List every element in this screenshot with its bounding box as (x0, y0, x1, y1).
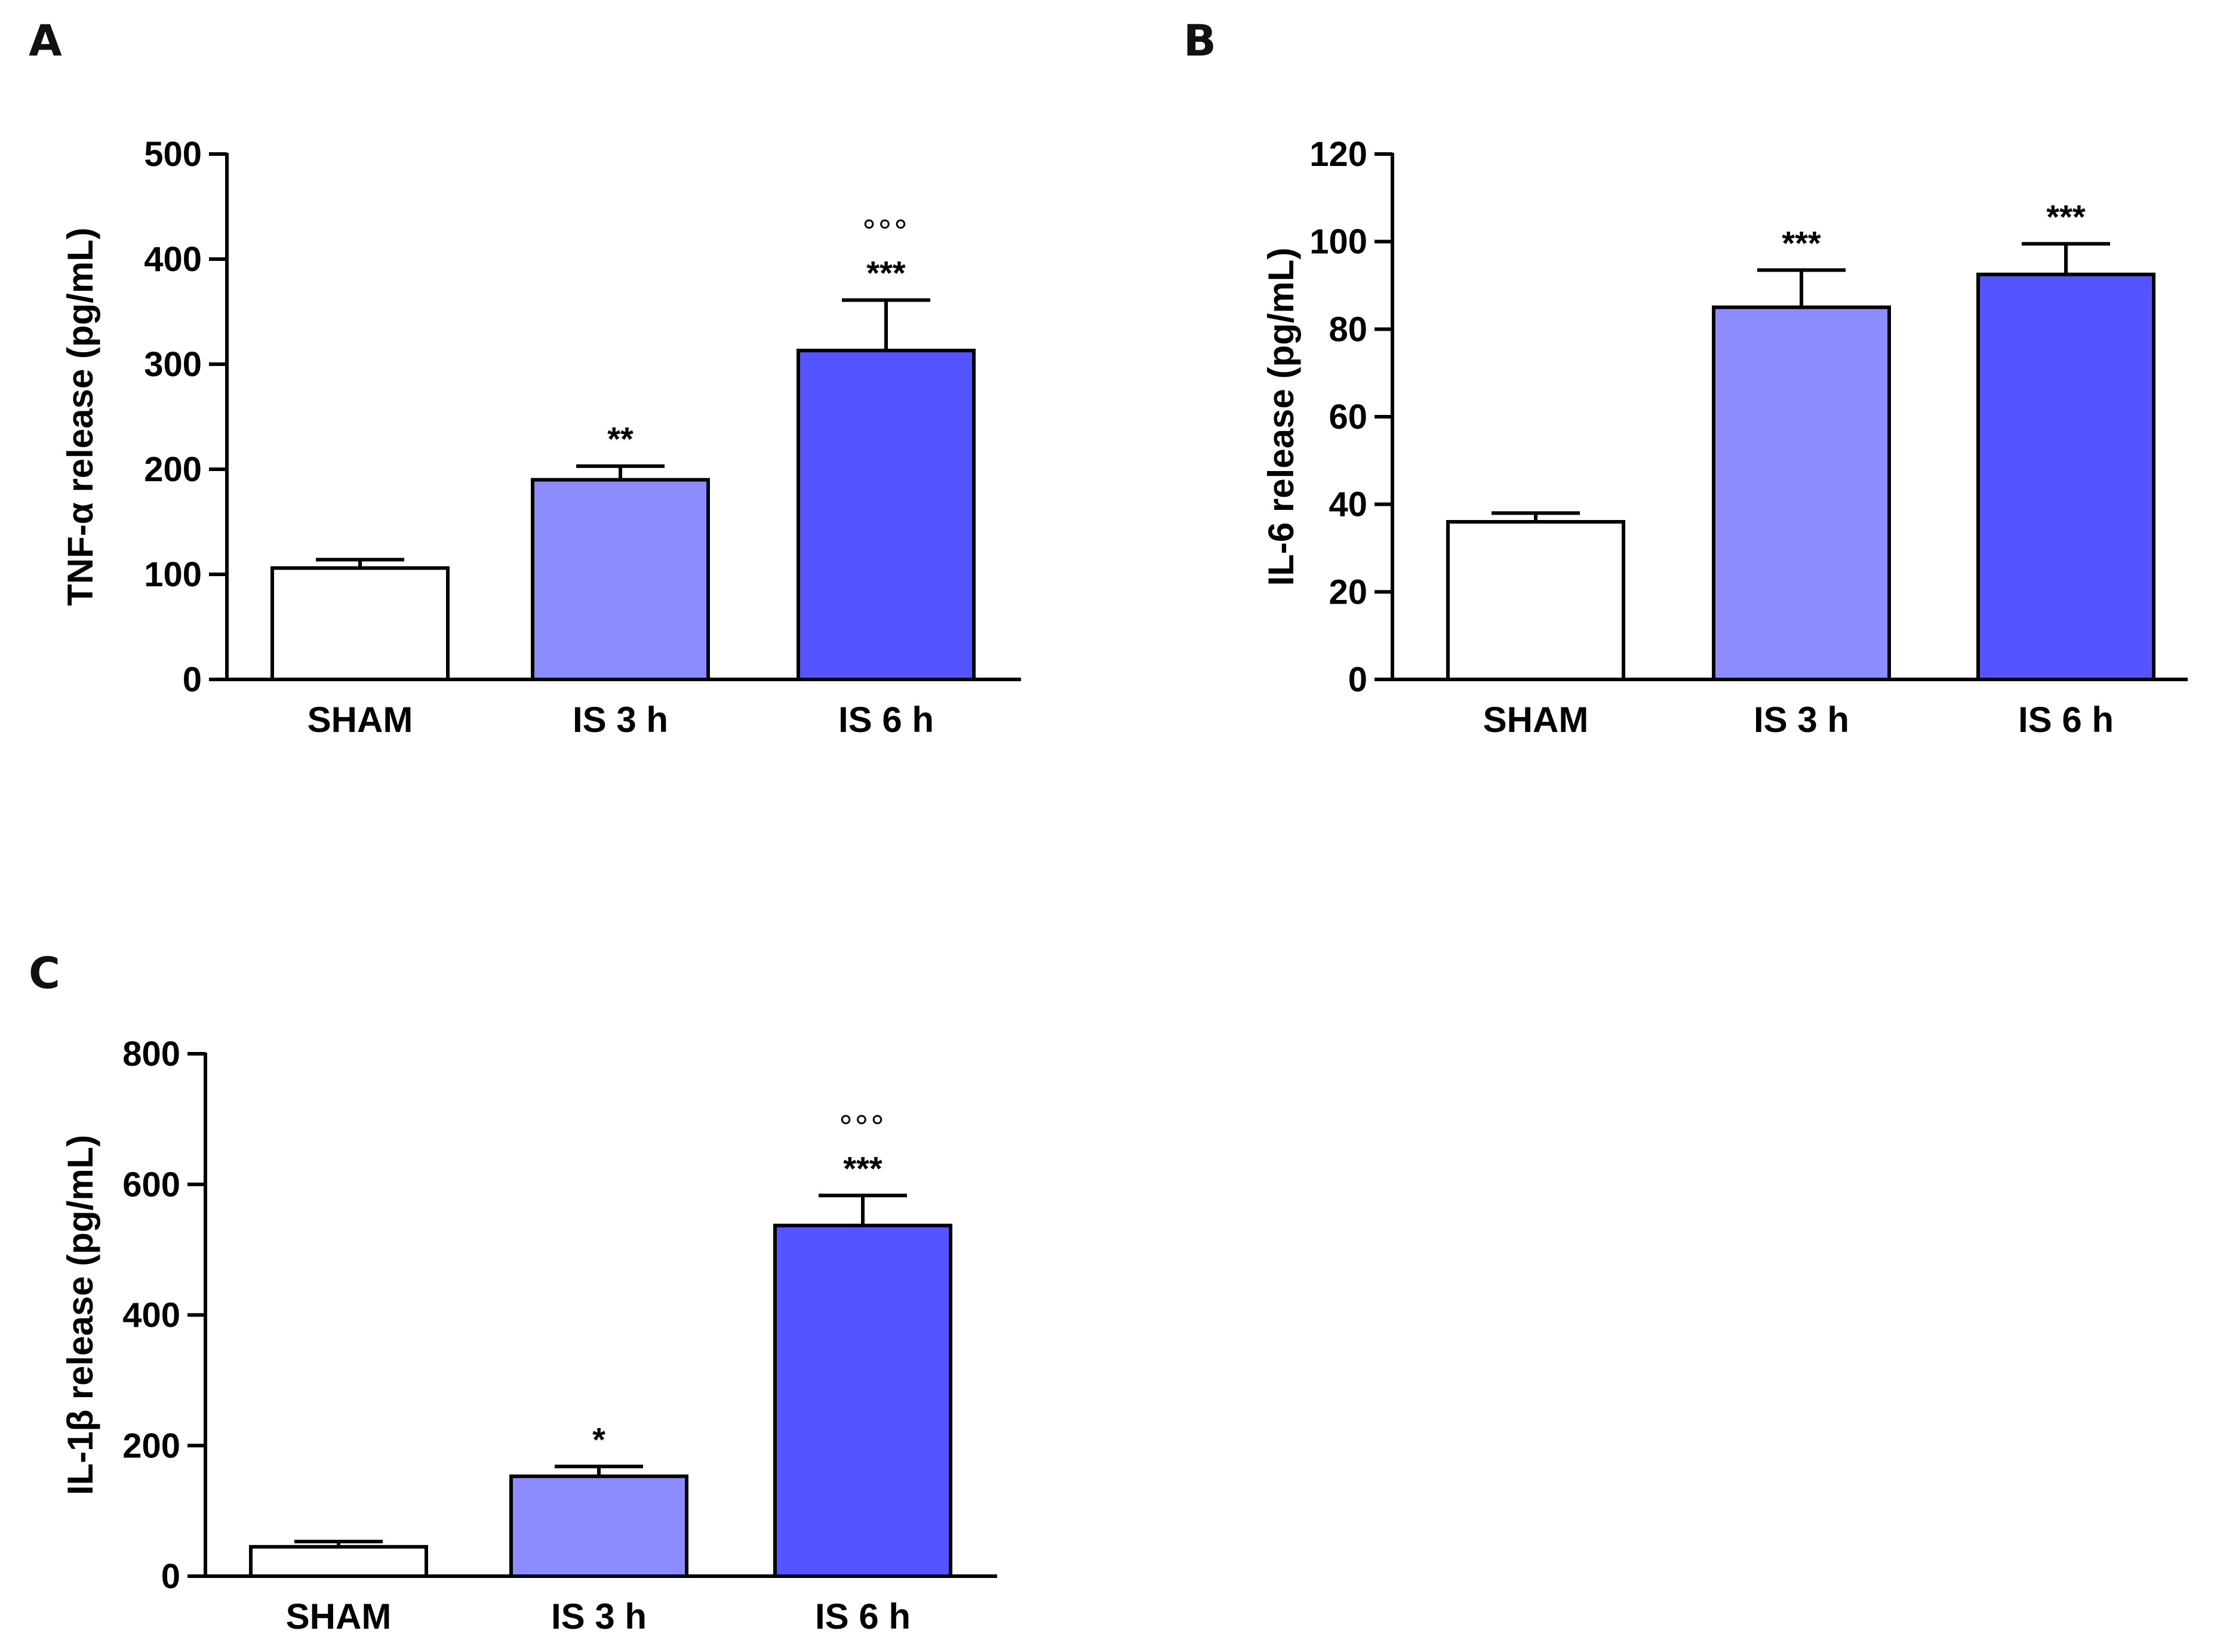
y-tick-label: 0 (1348, 660, 1367, 699)
chart-c-il1beta: 0 200 400 600 800 IL-1β release (pg/mL) SHAM IS… (60, 1035, 997, 1636)
bar (773, 1223, 952, 1578)
significance-label: *** (2046, 198, 2086, 235)
significance-label: *** (843, 1149, 882, 1187)
panel-letter-b: B (1183, 16, 1216, 66)
chart-b-il6: 0 20 40 60 80 100 120 IL-6 release (pg/mL) SHAM I… (1261, 135, 2188, 740)
y-tick-label: 0 (161, 1557, 180, 1596)
significance-label-vs-3h: °°° (839, 1108, 886, 1145)
bar (1712, 305, 1891, 681)
y-axis-title: IL-1β release (pg/mL) (60, 1135, 100, 1495)
bar (1446, 520, 1625, 681)
y-tick-label: 80 (1329, 310, 1367, 349)
x-category-label: IS 3 h (1754, 700, 1849, 740)
significance-label-vs-3h: °°° (862, 213, 909, 250)
y-axis-title: IL-6 release (pg/mL) (1261, 248, 1301, 586)
bar (531, 478, 710, 681)
y-tick-label: 200 (122, 1426, 180, 1465)
bar (270, 566, 450, 681)
y-tick-label: 60 (1329, 398, 1367, 436)
significance-label: *** (866, 254, 906, 292)
x-category-label: IS 6 h (838, 700, 934, 740)
y-tick-label: 300 (144, 345, 202, 384)
x-category-label: IS 3 h (551, 1596, 647, 1636)
y-tick-label: 100 (1309, 223, 1367, 262)
significance-label: * (592, 1420, 605, 1458)
y-tick-label: 20 (1329, 573, 1367, 611)
x-category-label: IS 6 h (815, 1596, 911, 1636)
bar (1976, 272, 2155, 681)
y-tick-label: 400 (122, 1296, 180, 1335)
y-tick-label: 100 (144, 555, 202, 594)
x-category-label: IS 3 h (573, 700, 668, 740)
panel-letter-a: A (29, 16, 62, 66)
y-tick-label: 800 (122, 1035, 180, 1073)
panel-letter-c: C (29, 948, 60, 998)
y-tick-label: 0 (183, 660, 202, 699)
x-category-label: SHAM (286, 1596, 392, 1636)
y-tick-label: 500 (144, 135, 202, 174)
y-tick-label: 600 (122, 1165, 180, 1204)
x-category-label: IS 6 h (2018, 700, 2114, 740)
y-tick-label: 40 (1329, 485, 1367, 524)
y-tick-label: 400 (144, 240, 202, 279)
y-tick-label: 120 (1309, 135, 1367, 174)
x-category-label: SHAM (1483, 700, 1589, 740)
chart-a-tnf-alpha: 0 100 200 300 400 500 TNF-α release (pg/mL) SHA… (60, 135, 1021, 740)
y-tick-label: 200 (144, 450, 202, 489)
bar (249, 1545, 428, 1578)
y-axis-title: TNF-α release (pg/mL) (60, 227, 100, 606)
bar (509, 1474, 688, 1578)
bar (797, 349, 976, 681)
x-category-label: SHAM (308, 700, 413, 740)
significance-label: *** (1782, 224, 1821, 262)
significance-label: ** (607, 420, 634, 458)
